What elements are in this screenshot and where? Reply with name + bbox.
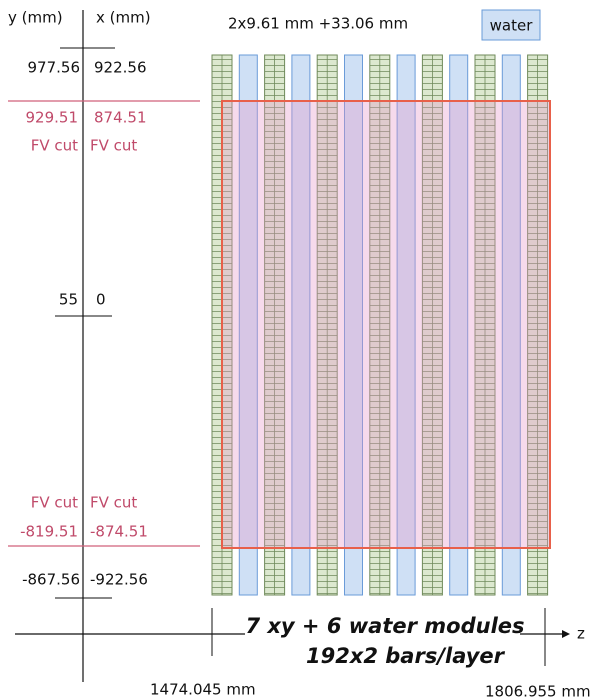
modules [211, 54, 549, 596]
water-module [238, 54, 258, 596]
y-label: y (mm) [8, 9, 63, 27]
value: -867.56 [22, 571, 80, 589]
note: FV cut [31, 137, 78, 155]
value: -922.56 [90, 571, 148, 589]
arrow-head [562, 630, 570, 638]
fiducial-volume [221, 100, 551, 549]
value: -874.51 [90, 523, 148, 541]
water-module [291, 54, 311, 596]
water-module [449, 54, 469, 596]
value: 977.56 [28, 59, 81, 77]
z-label: z [577, 625, 585, 643]
caption: 7 xy + 6 water modules [245, 614, 524, 638]
water-module [501, 54, 521, 596]
header: 2x9.61 mm +33.06 mm [228, 15, 408, 33]
value: -819.51 [20, 523, 78, 541]
water-module [344, 54, 363, 596]
value: 922.56 [94, 59, 147, 77]
x-label: x (mm) [96, 9, 151, 27]
value: 874.51 [94, 109, 147, 127]
value: 55 [59, 291, 78, 309]
value: 929.51 [26, 109, 79, 127]
legend: water [490, 17, 534, 35]
caption: 192x2 bars/layer [306, 644, 506, 668]
note: FV cut [90, 137, 137, 155]
z-start: 1474.045 mm [150, 681, 256, 699]
water-module [396, 54, 416, 596]
legend-box [481, 9, 541, 41]
z-end: 1806.955 mm [485, 683, 591, 700]
note: FV cut [90, 494, 137, 512]
value: 0 [96, 291, 106, 309]
note: FV cut [31, 494, 78, 512]
